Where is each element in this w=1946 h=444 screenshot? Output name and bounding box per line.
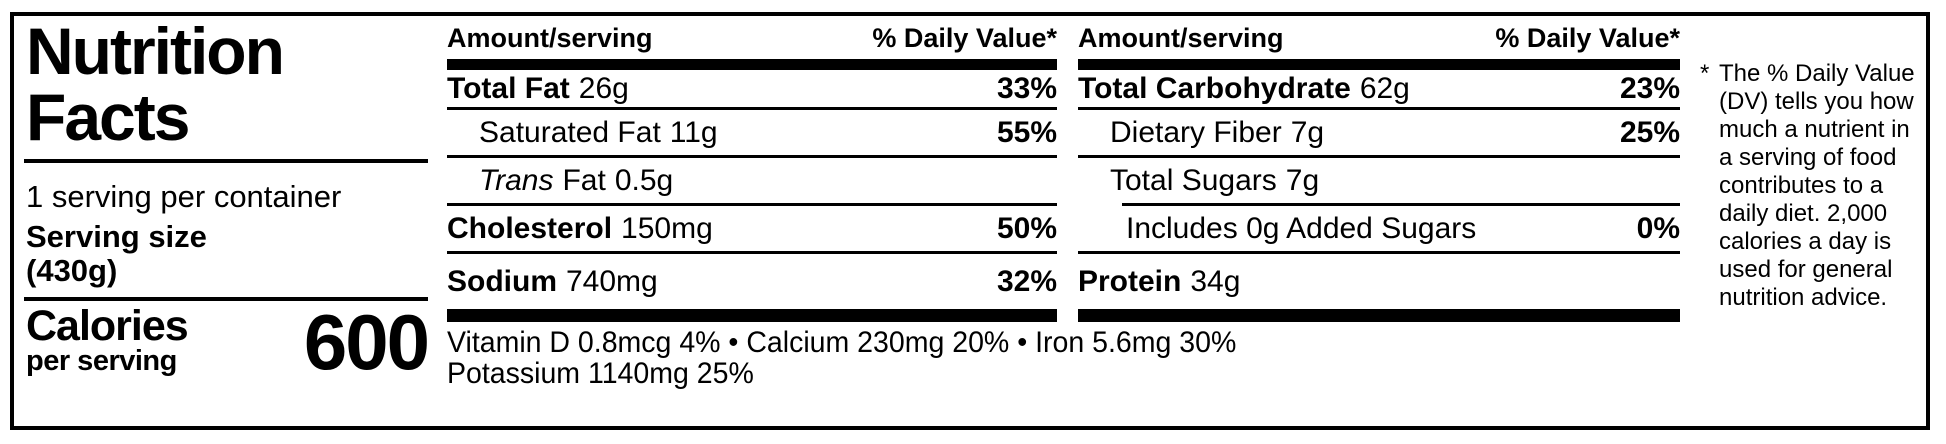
row-divider — [447, 107, 1057, 110]
footnote-line: daily diet. 2,000 — [1719, 200, 1888, 227]
footnote-asterisk: * — [1700, 60, 1710, 87]
row-cholesterol: Cholesterol 150mg 50% — [447, 206, 1057, 251]
footnote-line: nutrition advice. — [1719, 284, 1888, 311]
calories-value: 600 — [303, 298, 430, 386]
daily-value: 50% — [996, 211, 1057, 245]
daily-value: 0% — [1636, 211, 1680, 245]
row-sodium: Sodium 740mg 32% — [447, 254, 1057, 309]
label-title-line1: Nutrition — [26, 14, 285, 88]
row-divider — [1078, 155, 1680, 158]
calories-block: Calories per serving 600 — [26, 298, 430, 386]
row-divider — [1078, 251, 1680, 254]
header-daily-value: % Daily Value* — [872, 23, 1057, 53]
footnote-line: a serving of food — [1719, 144, 1897, 171]
footnote-line: contributes to a — [1719, 172, 1884, 199]
footnote-line: (DV) tells you how — [1719, 88, 1914, 115]
nutrient-name: Cholesterol 150mg — [447, 211, 713, 245]
column-bottom-bar — [1078, 309, 1680, 322]
micronutrients-line2: Potassium 1140mg 25% — [447, 357, 754, 390]
nutrient-column-left: Amount/serving % Daily Value* Total Fat 2… — [447, 17, 1057, 322]
header-daily-value: % Daily Value* — [1495, 23, 1680, 53]
nutrient-name: Total Carbohydrate 62g — [1078, 71, 1410, 105]
row-divider — [447, 251, 1057, 254]
nutrient-column-right: Amount/serving % Daily Value* Total Carb… — [1078, 17, 1680, 322]
daily-value: 55% — [996, 115, 1057, 149]
calories-sublabel: per serving — [26, 345, 177, 377]
label-title: Nutrition Facts — [26, 18, 285, 150]
column-left-header: Amount/serving % Daily Value* — [447, 17, 1057, 59]
calories-label: Calories — [26, 302, 189, 350]
row-protein: Protein 34g — [1078, 254, 1680, 309]
header-amount-serving: Amount/serving — [447, 23, 653, 53]
footnote-line: much a nutrient in — [1719, 116, 1910, 143]
column-right-header: Amount/serving % Daily Value* — [1078, 17, 1680, 59]
nutrient-name: Total Fat 26g — [447, 71, 629, 105]
daily-value: 23% — [1619, 71, 1680, 105]
nutrient-name: Sodium 740mg — [447, 264, 658, 298]
row-divider — [1078, 107, 1680, 110]
row-saturated-fat: Saturated Fat 11g 55% — [447, 110, 1057, 155]
footnote-line: The % Daily Value — [1719, 60, 1915, 87]
row-divider — [447, 155, 1057, 158]
daily-value: 33% — [996, 71, 1057, 105]
row-dietary-fiber: Dietary Fiber 7g 25% — [1078, 110, 1680, 155]
nutrient-name: Saturated Fat 11g — [479, 115, 718, 149]
serving-size-value: (430g) — [26, 253, 118, 288]
nutrient-name: Total Sugars 7g — [1110, 163, 1320, 197]
calories-labels: Calories per serving — [26, 302, 189, 377]
footnote-line: used for general — [1719, 256, 1893, 283]
column-bottom-bar — [447, 309, 1057, 322]
daily-value-footnote: * The % Daily Value (DV) tells you how m… — [1698, 60, 1933, 312]
nutrient-name: Protein 34g — [1078, 264, 1241, 298]
header-amount-serving: Amount/serving — [1078, 23, 1284, 53]
nutrient-name: Includes 0g Added Sugars — [1126, 211, 1477, 245]
daily-value: 25% — [1619, 115, 1680, 149]
daily-value: 32% — [996, 264, 1057, 298]
serving-size-label: Serving size — [26, 219, 207, 254]
micronutrients-line1: Vitamin D 0.8mcg 4% • Calcium 230mg 20% … — [447, 326, 1237, 359]
nutrient-name: Trans Fat 0.5g — [479, 163, 674, 197]
row-total-fat: Total Fat 26g 33% — [447, 70, 1057, 107]
serving-divider — [24, 297, 428, 301]
row-total-sugars: Total Sugars 7g — [1078, 158, 1680, 203]
nutrient-name: Dietary Fiber 7g — [1110, 115, 1325, 149]
row-divider-indented — [1122, 203, 1680, 206]
label-title-line2: Facts — [26, 80, 190, 154]
row-added-sugars: Includes 0g Added Sugars 0% — [1078, 206, 1680, 251]
footnote-line: calories a day is — [1719, 228, 1892, 255]
servings-per-container: 1 serving per container — [26, 179, 342, 214]
row-trans-fat: Trans Fat 0.5g — [447, 158, 1057, 203]
row-total-carbohydrate: Total Carbohydrate 62g 23% — [1078, 70, 1680, 107]
micronutrients-block: Vitamin D 0.8mcg 4% • Calcium 230mg 20% … — [447, 327, 1625, 389]
title-divider — [24, 159, 428, 163]
row-divider — [447, 203, 1057, 206]
label-border — [10, 12, 1930, 430]
header-bar — [1078, 59, 1680, 70]
header-bar — [447, 59, 1057, 70]
